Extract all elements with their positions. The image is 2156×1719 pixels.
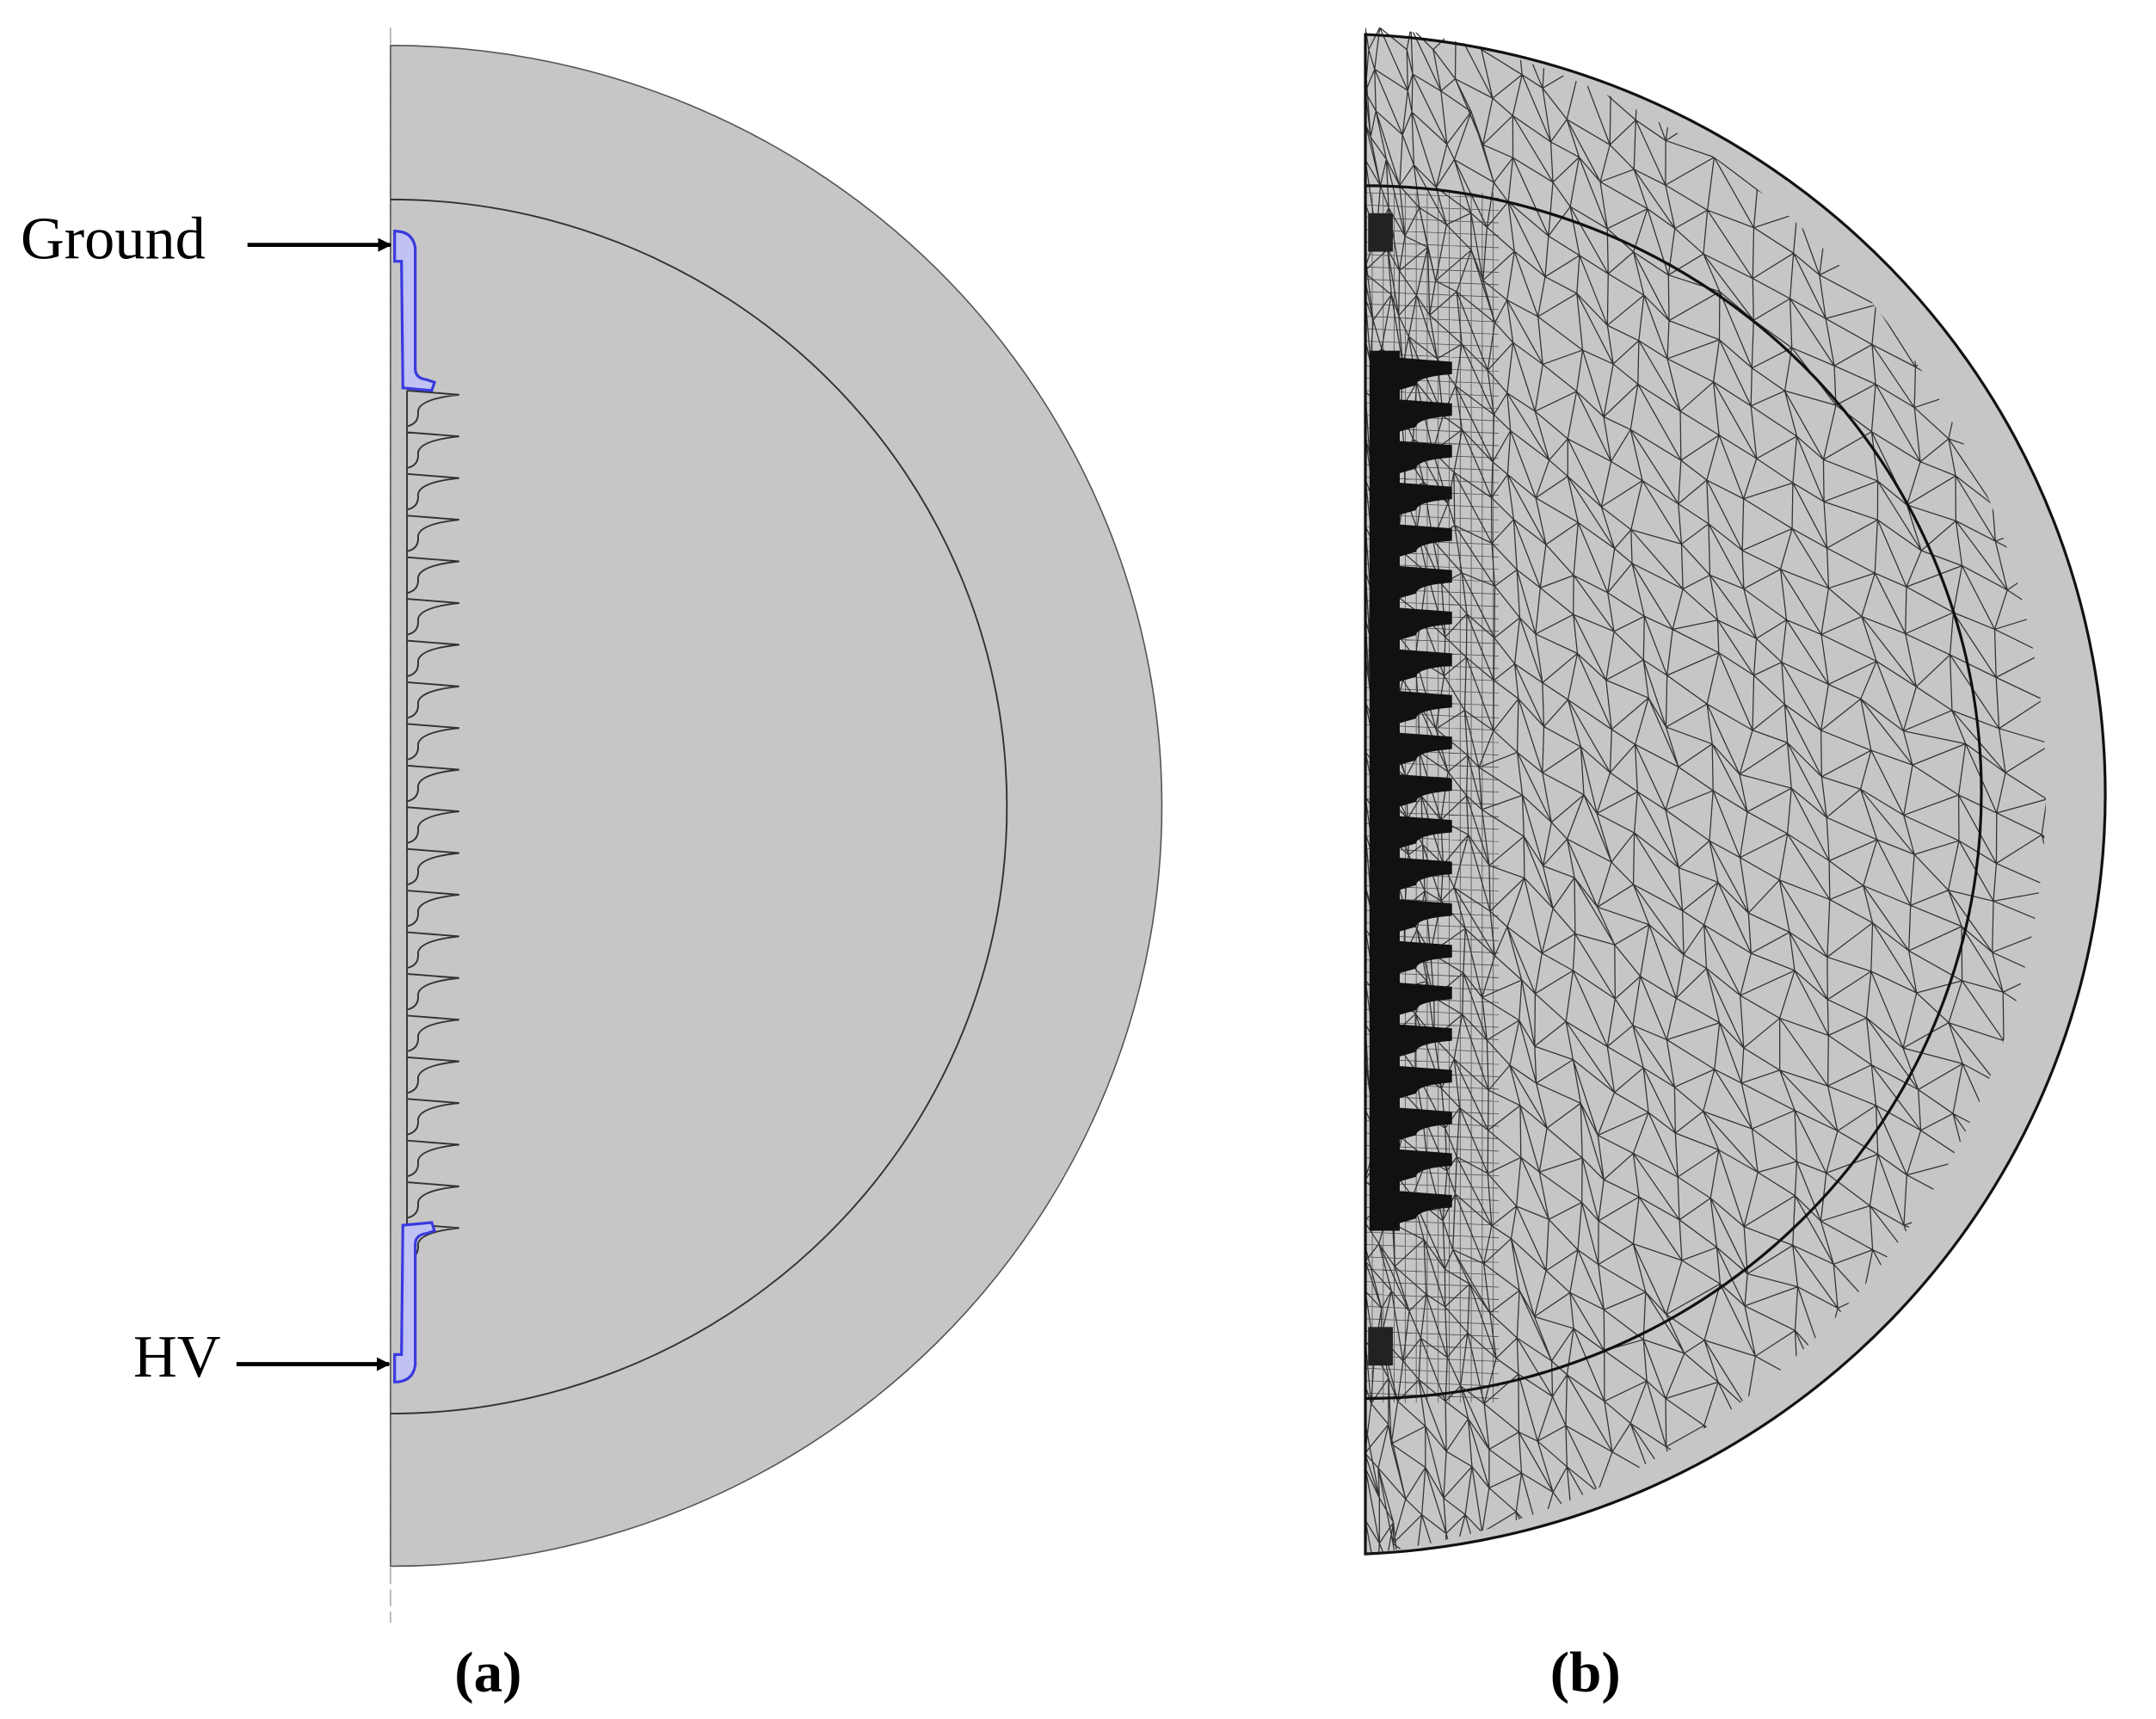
panel-label: (b): [1550, 1640, 1621, 1704]
panel-b: (b): [1364, 27, 2107, 1704]
shed-mesh: [1396, 1107, 1452, 1141]
shed-mesh: [1396, 524, 1452, 558]
shed-mesh: [1396, 857, 1452, 891]
shed-mesh: [1396, 773, 1452, 808]
outer-domain: [390, 45, 1163, 1568]
inner-boundary: [1365, 184, 1983, 1401]
electrode-mesh: [1368, 1327, 1393, 1366]
shed-mesh: [1396, 1065, 1452, 1100]
inner-boundary: [390, 198, 1008, 1415]
hv-label: HV: [133, 1323, 221, 1390]
mesh-domain: [1365, 34, 2106, 1555]
insulator-sheds: [406, 390, 459, 1261]
shed-mesh: [1396, 357, 1452, 391]
shed-mesh: [1396, 816, 1452, 849]
shed-mesh: [1396, 649, 1452, 682]
outer-boundary: [1364, 33, 2107, 1556]
shed-mesh: [1396, 565, 1452, 600]
shed-mesh: [1396, 441, 1452, 474]
shed-mesh: [1396, 691, 1452, 724]
shed-mesh: [1396, 1024, 1452, 1057]
shed-mesh: [1396, 607, 1452, 641]
ground-label: Ground: [21, 206, 206, 273]
shed-mesh: [1396, 940, 1452, 974]
shed-mesh: [1396, 1149, 1452, 1183]
shed-mesh: [1396, 1191, 1452, 1224]
shed-mesh: [1396, 899, 1452, 933]
shed-mesh: [1396, 732, 1452, 766]
panel-label: (a): [454, 1640, 521, 1704]
shed-mesh: [1396, 482, 1452, 516]
shed-mesh: [1396, 983, 1452, 1016]
ground-electrode: [393, 230, 437, 392]
electrode-mesh: [1368, 213, 1393, 252]
panel-a: Ground HV (a): [21, 28, 1163, 1704]
dense-mesh: [1368, 213, 1452, 1366]
shed-mesh: [1396, 399, 1452, 433]
hv-electrode: [393, 1221, 437, 1383]
insulator-core: [1369, 350, 1400, 1231]
